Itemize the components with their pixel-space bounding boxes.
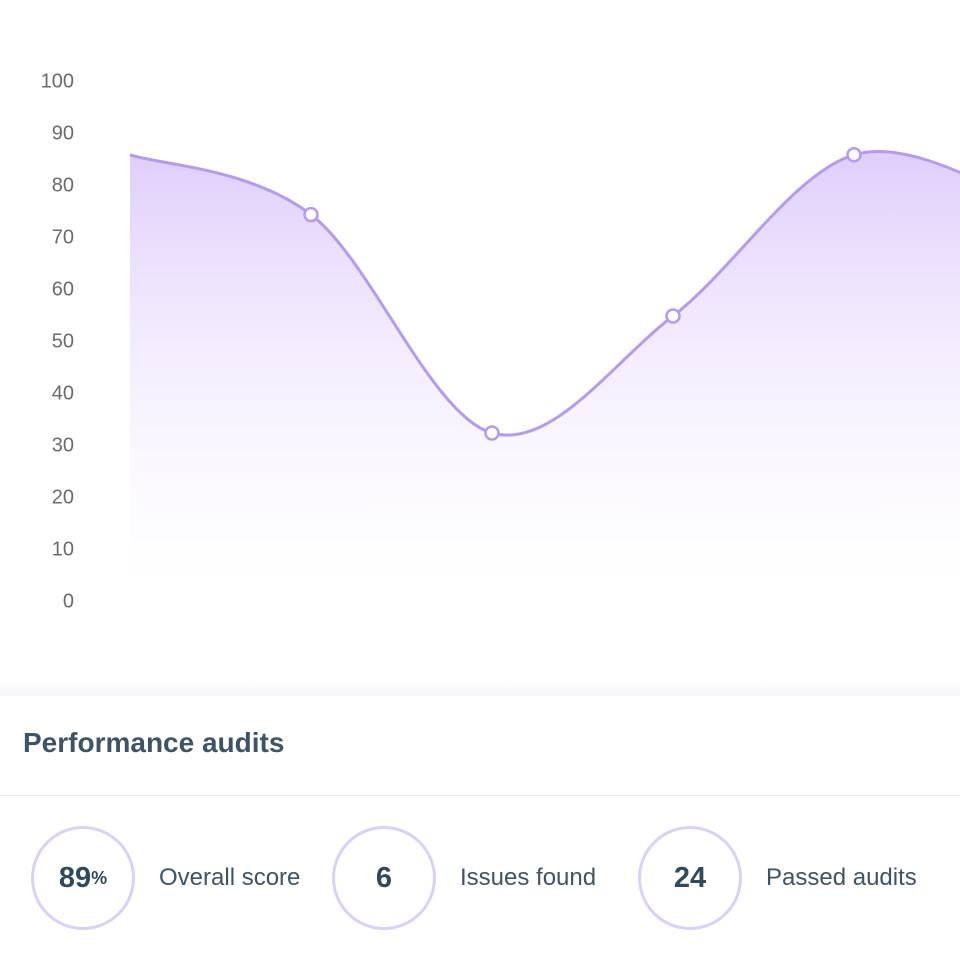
y-tick-label: 0 <box>63 590 74 612</box>
stat-label: Passed audits <box>766 864 917 891</box>
point <box>484 425 500 441</box>
stat-ring: 6 <box>332 826 436 930</box>
stat-value: 24 <box>673 861 707 894</box>
point <box>303 206 319 223</box>
section-band <box>0 680 960 696</box>
stat-value: 6 <box>375 861 393 894</box>
y-tick-label: 30 <box>52 434 74 456</box>
stat-ring: 24 <box>638 826 742 930</box>
stat: 24 Passed audits <box>638 826 917 930</box>
stat: 89% Overall score <box>31 826 300 930</box>
y-tick-label: 80 <box>52 174 74 196</box>
y-tick-label: 40 <box>52 382 74 404</box>
y-tick-label: 50 <box>52 330 74 352</box>
y-tick-label: 70 <box>52 226 74 248</box>
stat-label: Overall score <box>159 864 301 891</box>
y-tick-label: 90 <box>52 122 74 144</box>
y-tick-label: 100 <box>41 70 74 92</box>
y-tick-label: 10 <box>52 538 74 560</box>
point <box>846 147 862 163</box>
panel-title: Performance audits <box>23 727 285 758</box>
chart: 0 10 20 30 40 50 60 70 80 90 100 <box>41 70 960 612</box>
y-tick-label: 20 <box>52 486 74 508</box>
stat-label: Issues found <box>460 864 597 891</box>
stat: 6 Issues found <box>332 826 596 930</box>
area-fill <box>130 151 960 602</box>
stat-unit: % <box>91 867 108 888</box>
point <box>665 308 681 324</box>
y-tick-label: 60 <box>52 278 74 300</box>
stat-ring: 89% <box>31 826 135 930</box>
divider <box>0 795 960 796</box>
stat-value: 89 <box>58 861 92 894</box>
line <box>129 149 960 437</box>
